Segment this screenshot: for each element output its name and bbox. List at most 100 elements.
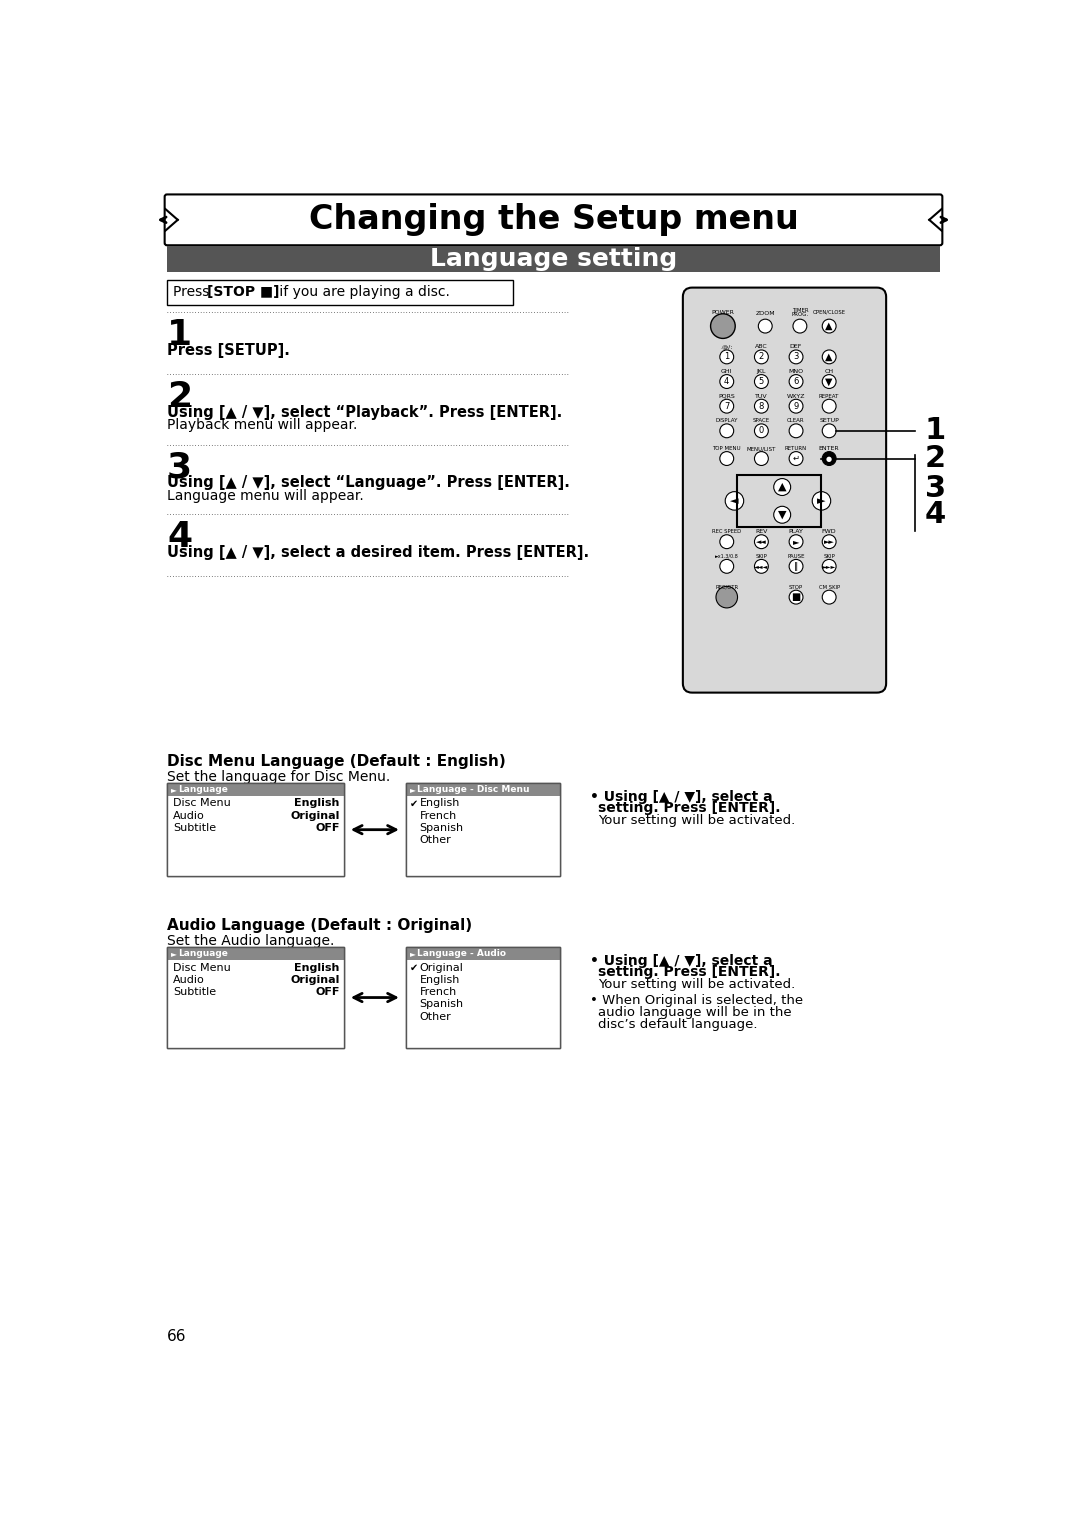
Text: ►: ► — [818, 495, 826, 506]
Circle shape — [755, 424, 768, 437]
Text: Original: Original — [291, 811, 339, 821]
Circle shape — [720, 375, 733, 389]
Text: ►►►: ►►► — [822, 564, 836, 568]
Text: POWER: POWER — [712, 309, 734, 315]
Bar — [406, 948, 559, 960]
Text: TOP MENU: TOP MENU — [713, 447, 741, 451]
Text: ENTER: ENTER — [819, 447, 839, 451]
Circle shape — [720, 351, 733, 364]
Text: CLEAR: CLEAR — [787, 418, 805, 424]
Text: 9: 9 — [794, 402, 799, 410]
Text: ▲: ▲ — [825, 352, 833, 361]
Text: Disc Menu Language (Default : English): Disc Menu Language (Default : English) — [167, 754, 505, 770]
Circle shape — [793, 319, 807, 334]
Circle shape — [822, 399, 836, 413]
Text: Spanish: Spanish — [419, 1000, 463, 1009]
Text: REV: REV — [755, 529, 768, 535]
Text: ►x1.3/0.8: ►x1.3/0.8 — [715, 553, 739, 559]
Text: GHI: GHI — [721, 369, 732, 373]
Text: ●: ● — [826, 456, 833, 462]
Text: ◄: ◄ — [730, 495, 739, 506]
Bar — [406, 796, 559, 876]
Circle shape — [720, 451, 733, 465]
Circle shape — [716, 587, 738, 608]
Bar — [167, 783, 345, 796]
Text: OFF: OFF — [315, 823, 339, 834]
Text: JKL: JKL — [757, 369, 766, 373]
Bar — [406, 783, 559, 796]
Text: Language - Disc Menu: Language - Disc Menu — [417, 785, 529, 794]
Text: TIMER: TIMER — [792, 308, 808, 314]
Text: ▼: ▼ — [825, 376, 833, 387]
Text: 4: 4 — [924, 500, 946, 529]
Text: 7: 7 — [724, 402, 729, 410]
Text: Audio Language (Default : Original): Audio Language (Default : Original) — [167, 919, 472, 933]
Text: Set the Audio language.: Set the Audio language. — [167, 934, 335, 948]
Circle shape — [755, 451, 768, 465]
Text: 1: 1 — [924, 416, 946, 445]
Circle shape — [720, 559, 733, 573]
Text: Using [▲ / ▼], select “Language”. Press [ENTER].: Using [▲ / ▼], select “Language”. Press … — [167, 475, 570, 491]
Text: Language setting: Language setting — [430, 247, 677, 271]
Text: REC SPEED: REC SPEED — [712, 529, 741, 535]
Text: Language: Language — [178, 949, 228, 959]
Text: Spanish: Spanish — [419, 823, 463, 834]
Circle shape — [822, 590, 836, 604]
Bar — [737, 474, 821, 527]
Circle shape — [755, 351, 768, 364]
Text: Original: Original — [291, 975, 339, 985]
Text: ‖: ‖ — [794, 562, 798, 572]
Circle shape — [789, 351, 802, 364]
Text: WXYZ: WXYZ — [787, 393, 806, 399]
Circle shape — [725, 492, 744, 511]
Text: 66: 66 — [167, 1329, 187, 1344]
Circle shape — [822, 351, 836, 364]
Text: Using [▲ / ▼], select a desired item. Press [ENTER].: Using [▲ / ▼], select a desired item. Pr… — [167, 544, 589, 559]
Text: SKIP: SKIP — [756, 553, 767, 559]
Text: Language - Audio: Language - Audio — [417, 949, 507, 959]
Circle shape — [822, 319, 836, 334]
Bar — [406, 960, 559, 1047]
Text: PQRS: PQRS — [718, 393, 735, 399]
Text: SKIP: SKIP — [823, 553, 835, 559]
Text: STOP: STOP — [788, 585, 804, 590]
Bar — [406, 783, 559, 876]
Text: 3: 3 — [924, 474, 946, 503]
Circle shape — [720, 399, 733, 413]
Text: SETUP: SETUP — [820, 418, 839, 424]
Text: ↵: ↵ — [793, 454, 799, 463]
Circle shape — [755, 559, 768, 573]
Text: ABC: ABC — [755, 344, 768, 349]
Text: DEF: DEF — [789, 344, 802, 349]
Text: English: English — [419, 799, 460, 809]
Text: REC/OTR: REC/OTR — [715, 585, 739, 590]
Text: MNO: MNO — [788, 369, 804, 373]
Text: Other: Other — [419, 835, 451, 846]
Text: French: French — [419, 811, 457, 821]
Circle shape — [789, 535, 802, 549]
Text: PLAY: PLAY — [788, 529, 804, 535]
Text: Original: Original — [419, 963, 463, 972]
Circle shape — [773, 506, 791, 523]
Bar — [406, 948, 559, 1047]
Circle shape — [822, 424, 836, 437]
Text: Your setting will be activated.: Your setting will be activated. — [598, 978, 795, 991]
Circle shape — [773, 479, 791, 495]
Bar — [406, 948, 559, 1047]
FancyBboxPatch shape — [683, 288, 886, 692]
Circle shape — [822, 559, 836, 573]
Text: 3: 3 — [794, 352, 799, 361]
Text: if you are playing a disc.: if you are playing a disc. — [274, 285, 449, 299]
Bar — [167, 948, 345, 1047]
Text: Press: Press — [173, 285, 218, 299]
Circle shape — [755, 399, 768, 413]
Circle shape — [822, 451, 836, 465]
Text: DISPLAY: DISPLAY — [716, 418, 738, 424]
Text: ◄◄◄: ◄◄◄ — [754, 564, 769, 568]
Text: PROG.: PROG. — [792, 312, 809, 317]
Text: ▲: ▲ — [778, 482, 786, 492]
Bar — [167, 245, 940, 273]
Text: English: English — [294, 799, 339, 809]
Text: Audio: Audio — [173, 975, 205, 985]
Bar — [167, 280, 513, 305]
